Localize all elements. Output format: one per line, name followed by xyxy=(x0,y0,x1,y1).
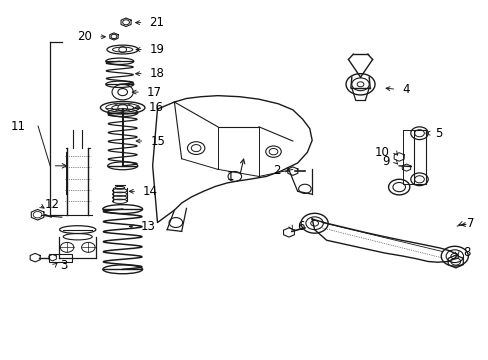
Text: 5: 5 xyxy=(435,127,442,140)
Text: 2: 2 xyxy=(272,163,280,176)
Text: 1: 1 xyxy=(226,170,233,183)
Text: 9: 9 xyxy=(381,155,389,168)
Bar xyxy=(413,130,425,184)
Text: 13: 13 xyxy=(141,220,156,233)
Text: 8: 8 xyxy=(462,246,469,259)
Text: 21: 21 xyxy=(149,16,164,29)
Text: 20: 20 xyxy=(77,30,92,43)
Text: 7: 7 xyxy=(466,217,473,230)
Text: 14: 14 xyxy=(142,185,158,198)
Bar xyxy=(49,254,72,261)
Text: 15: 15 xyxy=(150,135,165,148)
Text: 4: 4 xyxy=(401,83,409,96)
Text: 16: 16 xyxy=(148,101,163,114)
Text: 17: 17 xyxy=(146,86,162,99)
Text: 18: 18 xyxy=(149,67,164,80)
Text: 3: 3 xyxy=(60,259,67,272)
Text: 10: 10 xyxy=(374,146,389,159)
Text: 19: 19 xyxy=(149,43,164,56)
Text: 11: 11 xyxy=(11,120,26,132)
Text: 6: 6 xyxy=(296,220,304,233)
Text: 12: 12 xyxy=(45,198,60,211)
